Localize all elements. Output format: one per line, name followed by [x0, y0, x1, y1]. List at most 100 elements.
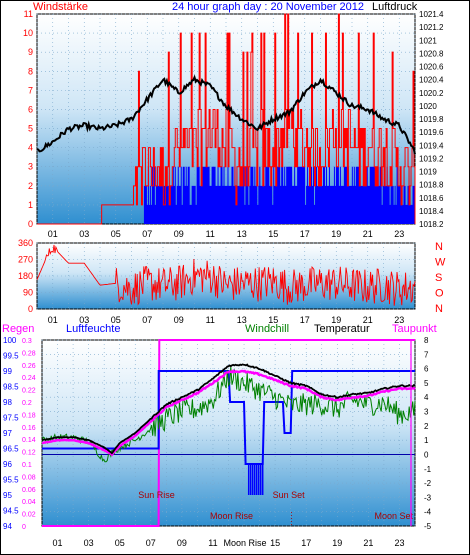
legend-luftfeuchte: Luftfeuchte — [66, 323, 120, 335]
temperature-tick-label: 1 — [424, 436, 429, 445]
x-tick-label: 07 — [146, 538, 156, 548]
rain-tick-label: 0.04 — [22, 499, 36, 506]
temperature-tick-label: 6 — [424, 365, 429, 374]
pressure-tick-label: 1020.8 — [419, 49, 444, 58]
humidity-tick-label: 98 — [3, 398, 12, 407]
x-tick-label: 09 — [174, 315, 184, 325]
temperature-tick-label: 0 — [424, 450, 429, 459]
rain-tick-label: 0 — [22, 524, 26, 531]
humidity-tick-label: 97 — [3, 429, 12, 438]
x-tick-label: 09 — [177, 538, 187, 548]
luftdruck-label: Luftdruck — [372, 1, 418, 13]
rain-tick-label: 0.02 — [22, 512, 36, 519]
wind-series — [37, 13, 416, 225]
direction-series — [36, 244, 416, 306]
x-tick-label: 03 — [79, 315, 89, 325]
humidity-y-axis: 94 94.5 95 95.5 96 96.5 97 97.5 98 98.5 99 99.5 100 — [3, 336, 19, 531]
pressure-tick-label: 1018.2 — [419, 220, 444, 229]
pressure-tick-label: 1018.8 — [419, 181, 444, 190]
wind-tick-label: 1 — [28, 200, 33, 210]
x-tick-label: 09 — [174, 229, 184, 239]
temperature-tick-label: 7 — [424, 350, 429, 359]
x-tick-label: 01 — [53, 538, 63, 548]
temperature-tick-label: -4 — [424, 508, 432, 517]
x-tick-label: 11 — [206, 229, 215, 239]
x-tick-label: 21 — [363, 315, 373, 325]
pressure-tick-label: 1020.2 — [419, 89, 444, 98]
x-tick-label: 23 — [394, 315, 404, 325]
pressure-tick-label: 1019.4 — [419, 141, 444, 150]
rain-tick-label: 0.2 — [22, 400, 32, 407]
rain-tick-label: 0.06 — [22, 487, 36, 494]
moon-set-label: Moon Set — [374, 511, 413, 521]
compass-label: W — [435, 257, 446, 269]
x-tick-label: 21 — [363, 229, 373, 239]
humidity-tick-label: 95 — [3, 491, 12, 500]
wind-y-axis: 0 1 2 3 4 5 6 7 8 9 10 11 — [23, 9, 33, 229]
wind-speed-series — [37, 13, 416, 225]
humidity-tick-label: 94.5 — [3, 507, 19, 516]
x-tick-label: 07 — [142, 229, 152, 239]
direction-tick-label: 0 — [28, 304, 33, 314]
x-tick-label: 03 — [84, 538, 94, 548]
temperature-tick-label: 5 — [424, 379, 429, 388]
wind-tick-label: 11 — [24, 9, 33, 19]
pressure-series-line — [36, 74, 416, 155]
gust-series — [143, 166, 416, 224]
x-tick-label: 15 — [270, 538, 280, 548]
windstaerke-label: Windstärke — [33, 1, 88, 13]
direction-tick-label: 90 — [23, 288, 33, 298]
x-tick-label: 23 — [394, 538, 404, 548]
pressure-tick-label: 1020.4 — [419, 76, 444, 85]
humidity-tick-label: 99.5 — [3, 352, 19, 361]
x-tick-label: 23 — [394, 229, 404, 239]
pressure-tick-label: 1019 — [419, 168, 437, 177]
rain-tick-label: 0.22 — [22, 388, 36, 395]
temperature-series-line — [41, 363, 416, 455]
moon-rise-label: Moon Rise — [210, 511, 253, 521]
sun-rise-label: Sun Rise — [138, 490, 175, 500]
humidity-tick-label: 96.5 — [3, 445, 19, 454]
pressure-tick-label: 1021.4 — [419, 10, 444, 19]
direction-tick-label: 180 — [18, 271, 33, 281]
wind-tick-label: 6 — [28, 104, 33, 114]
x-tick-label: 07 — [142, 315, 152, 325]
x-tick-label: 19 — [332, 538, 342, 548]
wind-tick-label: 4 — [28, 143, 33, 153]
x-tick-label: 15 — [268, 229, 278, 239]
rain-tick-label: 0.18 — [22, 412, 36, 419]
direction-y-axis: 0 90 180 270 360 — [18, 238, 33, 314]
rain-tick-label: 0.1 — [22, 462, 32, 469]
temperature-series — [41, 339, 416, 527]
temperature-tick-label: -5 — [424, 522, 432, 531]
humidity-tick-label: 100 — [3, 336, 17, 345]
wind-tick-label: 10 — [23, 28, 33, 38]
pressure-tick-label: 1021.2 — [419, 23, 444, 32]
x-tick-label: 03 — [79, 229, 89, 239]
x-tick-label: 05 — [111, 315, 121, 325]
pressure-tick-label: 1018.6 — [419, 194, 444, 203]
rain-tick-label: 0.12 — [22, 450, 36, 457]
temperature-tick-label: -2 — [424, 479, 432, 488]
x-tick-label: 13 — [237, 315, 247, 325]
pressure-tick-label: 1019.6 — [419, 128, 444, 137]
pressure-tick-label: 1020.6 — [419, 63, 444, 72]
x-tick-label: 13 — [237, 229, 247, 239]
chart-title: 24 hour graph day : 20 November 2012 — [172, 1, 364, 13]
temperature-tick-label: 2 — [424, 422, 429, 431]
rain-tick-label: 0.3 — [22, 338, 32, 345]
legend-windchill: Windchill — [245, 323, 289, 335]
wind-tick-label: 0 — [28, 219, 33, 229]
x-tick-label: 11 — [206, 315, 215, 325]
wind-tick-label: 3 — [28, 162, 33, 172]
temperature-tick-label: -3 — [424, 493, 432, 502]
temperature-tick-label: -1 — [424, 465, 432, 474]
temperature-x-axis: 01 03 05 07 09 11 15 17 19 21 23 Moon Rise — [53, 538, 405, 548]
x-tick-label: 01 — [48, 229, 58, 239]
pressure-series — [36, 74, 416, 155]
rain-tick-label: 0.28 — [22, 350, 36, 357]
humidity-tick-label: 96 — [3, 460, 12, 469]
humidity-tick-label: 95.5 — [3, 476, 19, 485]
